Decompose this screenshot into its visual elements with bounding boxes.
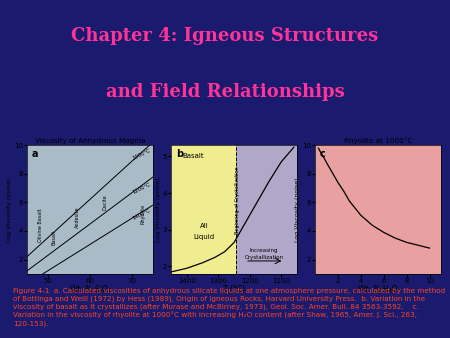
Title: Rhyolite at 1000°C: Rhyolite at 1000°C <box>344 137 412 144</box>
Text: Crystallization: Crystallization <box>244 255 284 260</box>
Text: All: All <box>200 223 208 229</box>
Text: 1400°C: 1400°C <box>132 207 152 220</box>
Y-axis label: Log Viscosity (poise): Log Viscosity (poise) <box>296 177 301 242</box>
Text: Andesite: Andesite <box>75 207 80 228</box>
Text: Chapter 4: Igneous Structures: Chapter 4: Igneous Structures <box>72 27 378 45</box>
X-axis label: Wt. % H₂O: Wt. % H₂O <box>358 285 398 294</box>
Y-axis label: Log Viscosity (poise): Log Viscosity (poise) <box>156 177 161 242</box>
Y-axis label: Log Viscosity (poise): Log Viscosity (poise) <box>8 177 13 242</box>
Text: Increasing: Increasing <box>250 248 278 254</box>
Text: Liquid: Liquid <box>194 234 215 240</box>
Text: a: a <box>32 149 39 159</box>
Bar <box>236 145 297 274</box>
Text: Dacite: Dacite <box>102 194 107 210</box>
Text: 1000°C: 1000°C <box>132 147 152 161</box>
Text: Basalt: Basalt <box>52 230 57 245</box>
X-axis label: T (°C): T (°C) <box>223 285 245 294</box>
Text: b: b <box>176 149 183 159</box>
Title: Viscosity of Anhydrous Magma: Viscosity of Anhydrous Magma <box>35 138 145 144</box>
Text: Olivine Basalt: Olivine Basalt <box>38 209 43 242</box>
Text: Basalt: Basalt <box>182 153 204 159</box>
Text: Figure 4-1  a. Calculated viscosities of anhydrous silicate liquids at one atmos: Figure 4-1 a. Calculated viscosities of … <box>14 288 446 327</box>
Text: Rhyolite: Rhyolite <box>140 204 145 224</box>
X-axis label: Wt. % SiO₂: Wt. % SiO₂ <box>70 285 110 294</box>
Text: and Field Relationships: and Field Relationships <box>106 83 344 101</box>
Text: c: c <box>320 149 326 159</box>
Bar <box>171 145 236 274</box>
Text: 1200°C: 1200°C <box>132 182 152 195</box>
Text: Beginning of Crystallization: Beginning of Crystallization <box>235 167 240 234</box>
